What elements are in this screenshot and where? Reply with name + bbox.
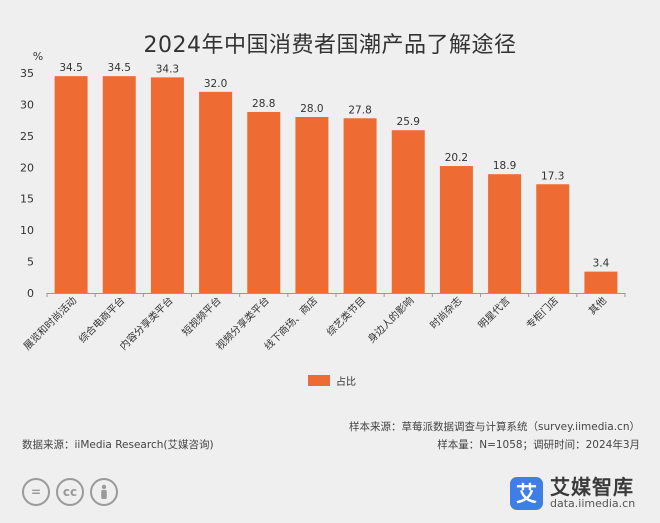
x-tick-label: 综合电商平台 [76, 294, 128, 346]
data-label: 28.8 [252, 98, 275, 110]
data-label: 20.2 [445, 152, 468, 164]
sample-source-note: 样本来源：草莓派数据调查与计算系统（survey.iimedia.cn） [349, 421, 640, 433]
bar [102, 76, 136, 294]
bar [150, 77, 184, 294]
y-tick-label: 0 [27, 287, 34, 300]
brand-logo: 艾 艾媒智库 data.iimedia.cn [510, 476, 635, 510]
brand-name: 艾媒智库 [550, 475, 634, 499]
x-tick-label: 时尚杂志 [427, 294, 464, 331]
bar [199, 91, 233, 293]
x-axis: 展览和时尚活动综合电商平台内容分享类平台 短视频平台视频分享类平台线下商场、商店综… [21, 293, 626, 353]
x-tick-label: 短视频平台 [179, 294, 224, 339]
bar [584, 271, 618, 293]
legend-swatch [308, 375, 330, 386]
data-label: 32.0 [204, 78, 227, 90]
data-label: 28.0 [300, 103, 323, 115]
legend: 占比 [308, 373, 356, 388]
x-tick-label: 专柜门店 [523, 294, 560, 331]
data-label: 34.5 [108, 62, 131, 74]
y-tick-label: 30 [20, 98, 34, 111]
x-tick-label: 其他 [586, 294, 609, 317]
y-tick-label: 35 [20, 67, 34, 80]
chart-title: 2024年中国消费者国潮产品了解途径 [143, 33, 517, 58]
bar [488, 174, 522, 293]
data-label: 17.3 [541, 170, 564, 182]
equals-icon: = [22, 478, 50, 506]
bar [54, 76, 88, 294]
data-source-note: 数据来源：iiMedia Research(艾媒咨询) [22, 439, 214, 451]
y-tick-label: 5 [27, 256, 34, 269]
bar [247, 111, 281, 293]
bars: 34.5 34.5 34.3 32.0 28.8 28.0 27.8 25.9 20.2 18.9… [54, 62, 618, 294]
x-tick-label: 展览和时尚活动 [21, 294, 80, 353]
y-tick-label: 25 [20, 130, 34, 143]
data-label: 25.9 [397, 116, 420, 128]
brand-url: data.iimedia.cn [550, 497, 636, 510]
data-label: 34.3 [156, 63, 179, 75]
bar [343, 118, 377, 293]
bar [439, 166, 473, 293]
sample-size-note: 样本量：N=1058；调研时间：2024年3月 [437, 439, 640, 451]
data-label: 27.8 [348, 104, 371, 116]
y-tick-label: 10 [20, 224, 34, 237]
x-tick-label: 身边人的影响 [365, 294, 417, 346]
x-tick-label: 明星代言 [475, 294, 512, 331]
x-tick-label: 综艺类节目 [324, 294, 369, 339]
license-icons: = cc [22, 478, 118, 506]
person-icon [90, 478, 118, 506]
data-label: 34.5 [59, 62, 82, 74]
bar [295, 117, 329, 293]
data-label: 18.9 [493, 160, 516, 172]
y-tick-label: 20 [20, 161, 34, 174]
y-axis-unit-label: % [33, 50, 43, 63]
legend-label: 占比 [336, 377, 356, 388]
brand-icon: 艾 [510, 476, 543, 510]
cc-icon: cc [56, 478, 84, 506]
bar [536, 184, 570, 293]
bar [391, 130, 425, 293]
data-label: 3.4 [593, 258, 610, 270]
y-tick-label: 15 [20, 193, 34, 206]
